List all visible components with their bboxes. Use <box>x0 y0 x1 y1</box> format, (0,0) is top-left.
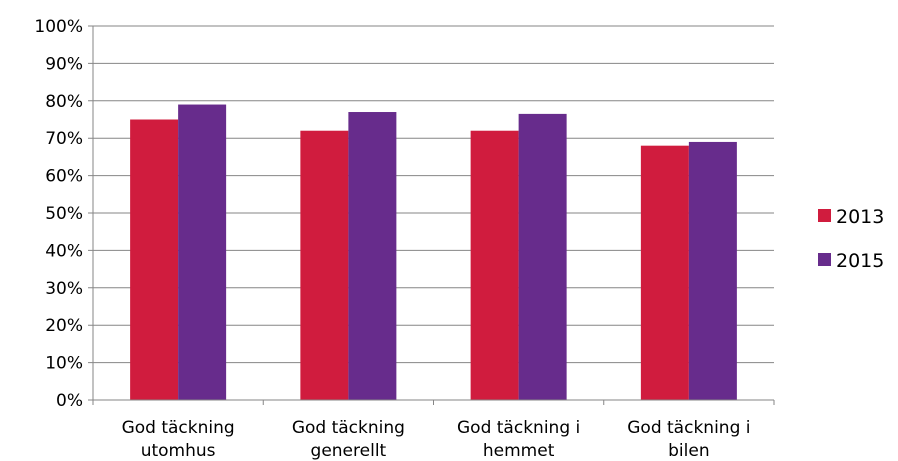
y-tick-label: 90% <box>45 54 83 74</box>
x-category-label: bilen <box>668 441 709 461</box>
legend-swatch-2013 <box>818 209 831 222</box>
x-category-label: utomhus <box>141 441 216 461</box>
x-category-label: hemmet <box>483 441 555 461</box>
y-tick-label: 80% <box>45 92 83 112</box>
y-tick-label: 30% <box>45 279 83 299</box>
bar-2015 <box>519 114 567 400</box>
legend-label-2015: 2015 <box>836 250 884 272</box>
y-tick-label: 40% <box>45 241 83 261</box>
y-tick-label: 10% <box>45 354 83 374</box>
y-tick-label: 60% <box>45 167 83 187</box>
y-tick-label: 70% <box>45 129 83 149</box>
x-category-label: God täckning <box>122 418 235 438</box>
y-tick-label: 20% <box>45 316 83 336</box>
bar-2015 <box>348 112 396 400</box>
y-tick-label: 100% <box>34 17 83 37</box>
bar-2013 <box>471 131 519 400</box>
y-tick-label: 50% <box>45 204 83 224</box>
x-category-label: God täckning <box>292 418 405 438</box>
x-category-label: God täckning i <box>627 418 750 438</box>
bar-2013 <box>641 146 689 400</box>
bars <box>130 105 737 400</box>
legend-swatch-2015 <box>818 253 831 266</box>
x-category-label: generellt <box>311 441 387 461</box>
bar-2013 <box>130 120 178 401</box>
x-category-label: God täckning i <box>457 418 580 438</box>
bar-2015 <box>178 105 226 400</box>
legend-label-2013: 2013 <box>836 206 884 228</box>
bar-2013 <box>300 131 348 400</box>
y-axis-tick-labels: 0% 10% 20% 30% 40% 50% 60% 70% 80% 90% 100% <box>34 17 83 411</box>
bar-2015 <box>689 142 737 400</box>
legend: 2013 2015 <box>818 206 884 272</box>
y-tick-label: 0% <box>56 391 83 411</box>
x-axis-category-labels: God täckning utomhus God täckning generellt… <box>122 418 751 461</box>
